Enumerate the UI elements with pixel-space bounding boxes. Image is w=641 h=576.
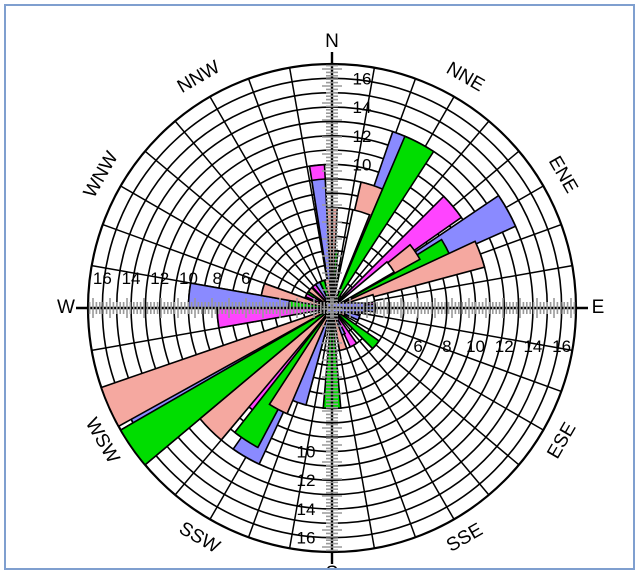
grid-spoke [331,307,573,352]
radial-tick-label: 12 [353,127,372,146]
wind-petal [331,307,358,349]
direction-label: SSE [443,519,486,556]
direction-label: SSW [175,518,223,558]
radial-tick-label: 6 [413,337,422,356]
grid-spoke [331,120,490,309]
grid-spoke [331,307,544,431]
radial-tick-label: 14 [297,500,316,519]
wind-petal [100,307,333,428]
direction-label: NNE [443,58,488,96]
radial-tick-label: 8 [442,337,451,356]
wind-petal [331,260,396,309]
grid-spoke [331,307,562,393]
radial-tick-label: 16 [353,69,372,88]
grid-spoke [209,96,333,309]
radial-tick-label: 10 [353,155,372,174]
wind-petal [119,307,333,466]
grid-spoke [331,67,376,309]
grid-spoke [120,185,333,309]
direction-label: ESE [543,419,580,462]
radial-tick-label: 12 [297,471,316,490]
grid-spoke [247,78,333,309]
wind-rose-chart: NNNEENEEESESSESSSWWSWWWNWNNW668810101010… [57,31,605,568]
wind-petal [331,307,381,350]
direction-label: W [57,297,75,318]
chart-frame: NNNEENEEESESSESSSWWSWWWNWNNW668810101010… [4,4,635,570]
radial-tick-label: 14 [523,337,542,356]
grid-spoke [288,307,333,549]
wind-petal [198,307,333,442]
radial-tick-label: 8 [212,269,221,288]
grid-spoke [331,307,490,496]
direction-label: NNW [174,57,224,98]
radial-tick-label: 6 [241,269,250,288]
radial-tick-label: 14 [122,269,141,288]
radial-tick-label: 12 [495,337,514,356]
wind-petal [268,307,333,415]
radial-tick-label: 10 [179,269,198,288]
radial-tick-label: 16 [93,269,112,288]
direction-label: ENE [544,153,582,197]
radial-tick-label: 10 [297,443,316,462]
radial-tick-label: 12 [150,269,169,288]
direction-label: N [325,31,339,52]
wind-petal [331,240,486,309]
wind-petal [331,135,435,309]
grid-spoke [174,120,333,309]
direction-label: E [592,297,605,318]
wind-petal [233,307,333,449]
radial-tick-label: 14 [353,98,372,117]
radial-tick-label: 16 [552,337,571,356]
direction-label: S [326,563,339,568]
radial-tick-label: 16 [297,529,316,548]
radial-tick-label: 10 [466,337,485,356]
grid-spoke [144,150,333,309]
wind-petal [331,208,371,309]
